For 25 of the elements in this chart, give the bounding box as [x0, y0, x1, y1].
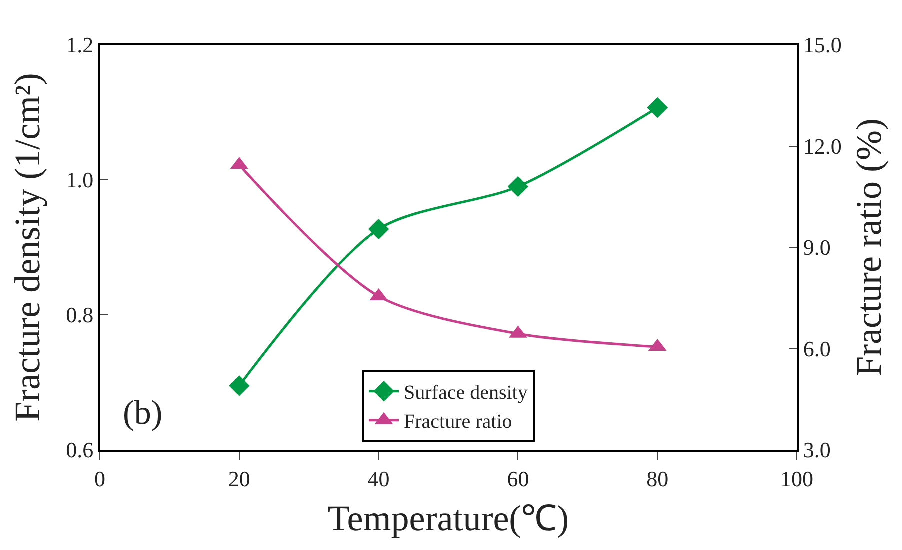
annotation: (b) — [123, 395, 163, 432]
y-tick-label: 1.0 — [66, 168, 94, 193]
point — [368, 218, 390, 240]
y2-tick-label: 12.0 — [803, 134, 842, 159]
y-tick-label: 1.2 — [66, 32, 94, 58]
y2-tick-label: 9.0 — [803, 235, 831, 260]
x-tick-label: 100 — [780, 466, 814, 492]
y-axis-title: Fracture density (1/cm²) — [8, 73, 48, 422]
legend-label: Surface density — [404, 382, 528, 404]
y-tick-label: 0.6 — [66, 438, 94, 463]
y2-axis-title: Fracture ratio (%) — [849, 118, 890, 376]
x-tick-label: 80 — [646, 466, 669, 492]
y2-tick-label: 15.0 — [803, 32, 842, 58]
point — [229, 375, 250, 396]
point — [508, 176, 529, 198]
x-tick-label: 20 — [228, 466, 250, 492]
y2-tick-label: 3.0 — [803, 438, 831, 463]
x-tick-label: 40 — [368, 466, 390, 492]
x-tick-label: 0 — [94, 466, 106, 492]
point — [647, 97, 668, 118]
x-axis-title: Temperature(℃) — [328, 498, 570, 539]
y2-tick-label: 6.0 — [803, 336, 831, 362]
legend-label: Fracture ratio — [404, 411, 512, 434]
x-tick-label: 60 — [507, 466, 530, 492]
y-tick-label: 0.8 — [66, 302, 94, 328]
